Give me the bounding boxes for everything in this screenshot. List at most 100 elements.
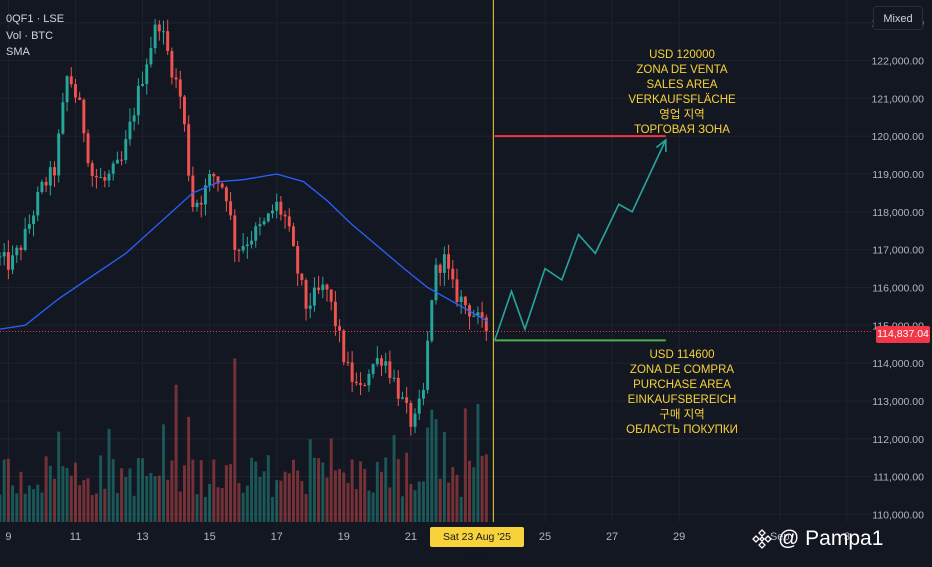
candle[interactable] [94,168,98,189]
candle[interactable] [359,372,363,396]
candle[interactable] [32,210,36,237]
candle[interactable] [224,185,228,212]
candle[interactable] [409,400,413,436]
candle[interactable] [384,352,388,374]
candle[interactable] [157,20,161,41]
volume-label[interactable]: Vol · BTC [6,29,54,42]
candle[interactable] [107,169,111,188]
candle[interactable] [170,47,174,85]
candle[interactable] [15,245,19,263]
candle[interactable] [371,363,375,379]
candle[interactable] [44,176,48,193]
candle[interactable] [36,186,40,222]
candle[interactable] [350,351,354,393]
candle[interactable] [6,240,10,280]
candle[interactable] [400,391,404,400]
candle[interactable] [229,192,233,221]
candle[interactable] [115,151,119,164]
candle[interactable] [120,151,124,166]
candle[interactable] [208,169,212,192]
candle[interactable] [11,245,15,275]
candle[interactable] [363,382,367,387]
candle[interactable] [338,319,342,343]
candle[interactable] [128,108,132,146]
candle[interactable] [480,301,484,328]
candle[interactable] [447,244,451,280]
candles[interactable] [0,19,488,436]
candle[interactable] [279,196,283,221]
candle[interactable] [103,171,107,188]
candle[interactable] [73,78,77,104]
candle[interactable] [195,199,199,212]
indicator-label[interactable]: SMA [6,46,30,58]
candle[interactable] [354,372,358,386]
candle[interactable] [342,329,346,366]
candle[interactable] [162,20,165,45]
candle[interactable] [438,263,442,286]
candle[interactable] [166,19,170,56]
candle[interactable] [459,290,463,314]
candle[interactable] [111,160,115,181]
candle[interactable] [396,370,400,407]
drawings[interactable] [0,0,872,522]
candle[interactable] [2,243,6,266]
candle[interactable] [413,408,417,434]
candle[interactable] [380,354,383,376]
candle[interactable] [203,178,207,216]
candle[interactable] [291,222,295,247]
candle[interactable] [23,217,27,252]
candle[interactable] [124,130,128,164]
candle[interactable] [417,389,421,420]
candle[interactable] [69,67,73,88]
candle[interactable] [178,70,182,109]
price-chart[interactable]: 123,000.00122,000.00121,000.00120,000.00… [0,0,932,550]
symbol-label[interactable]: 0QF1 · LSE [6,13,65,25]
candle[interactable] [65,75,69,112]
candle[interactable] [233,209,237,263]
candle[interactable] [191,166,195,212]
candle[interactable] [304,277,308,321]
candle[interactable] [174,68,178,89]
candle[interactable] [237,248,241,263]
candle[interactable] [99,167,103,179]
candle[interactable] [329,289,333,311]
candle[interactable] [455,268,459,307]
candle[interactable] [53,161,56,187]
candle[interactable] [463,296,467,315]
candle[interactable] [405,386,409,414]
scale-mode-button[interactable]: Mixed [873,6,923,30]
candle[interactable] [216,176,220,192]
candle[interactable] [421,382,425,406]
candle[interactable] [367,369,371,392]
candle[interactable] [90,160,94,187]
candle[interactable] [254,222,258,248]
candle[interactable] [241,232,245,254]
candle[interactable] [57,129,61,183]
time-axis[interactable]: 9 11 13 15 17 19 21 25 27 29 Sep 3 [5,531,850,543]
candle[interactable] [220,182,224,190]
candle[interactable] [266,212,270,223]
candle[interactable] [388,350,392,384]
candle[interactable] [149,36,153,68]
candle[interactable] [275,193,279,219]
candle[interactable] [308,292,312,319]
candle[interactable] [48,160,52,196]
candle[interactable] [27,214,31,234]
sell-zone-annotation[interactable]: USD 120000 ZONA DE VENTA SALES AREA VERKAUF… [582,48,782,138]
candle[interactable] [212,172,216,189]
candle[interactable] [153,19,157,54]
candle[interactable] [434,258,438,305]
candle[interactable] [442,246,446,286]
projection-path[interactable] [493,139,667,341]
candle[interactable] [141,71,145,87]
candle[interactable] [375,346,379,367]
candle[interactable] [392,369,396,383]
candle[interactable] [283,210,287,229]
candle[interactable] [145,58,149,95]
candle[interactable] [86,129,90,167]
candle[interactable] [187,115,191,182]
candle[interactable] [317,275,321,295]
candle[interactable] [250,231,254,249]
candle[interactable] [262,217,266,226]
candle[interactable] [484,314,488,341]
